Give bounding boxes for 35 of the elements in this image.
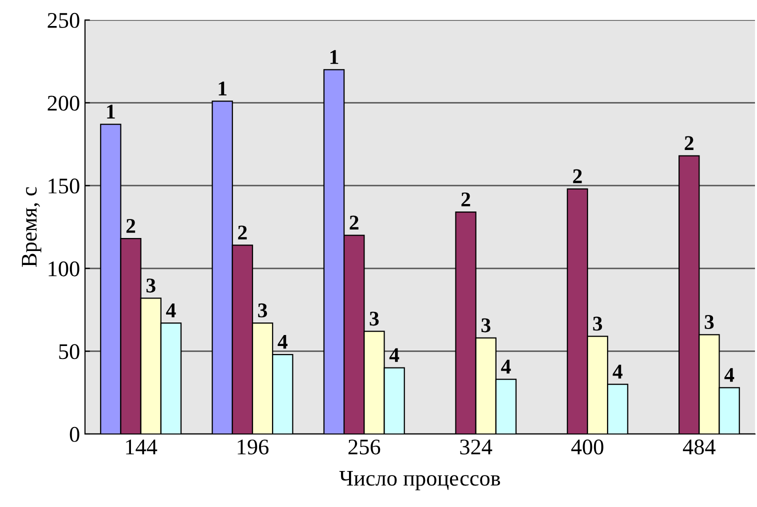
text: 3 [704,315,714,330]
y-tick-label: 150 [48,178,80,194]
text: 4 [389,348,400,362]
y-tick-label: 50 [59,344,80,360]
text: 3 [593,316,602,331]
x-tick-label: 256 [348,440,380,454]
text: 2 [238,226,247,240]
text: 3 [146,278,156,293]
x-tick-label: 196 [238,440,269,454]
series-label: 4 [278,334,288,349]
text: 1 [330,50,338,64]
text: 4 [612,364,622,378]
text: 2 [126,218,136,233]
y-tick-label: 0 [70,426,80,442]
text: 2 [461,192,470,206]
series-label: 2 [350,216,358,230]
y-axis-title: Время, с [22,187,42,267]
series-label: 3 [481,318,490,332]
y-tick-label: 200 [48,96,80,111]
x-tick-label: 324 [460,440,492,454]
series-label: 1 [218,82,226,96]
y-tick-label: 250 [48,12,80,28]
text: 1 [107,104,115,118]
x-tick-label: 484 [682,440,716,454]
x-axis-title: Число процессов [339,470,500,490]
text: 2 [684,136,694,150]
x-tick-label: 144 [126,440,158,454]
x-tick-label: 400 [571,440,604,454]
y-tick-label: 100 [48,261,80,276]
text: 4 [724,368,734,382]
text: 4 [501,360,511,374]
text: 4 [166,304,176,318]
text: 2 [573,169,582,184]
text: 3 [258,303,268,318]
text: 3 [370,312,379,326]
